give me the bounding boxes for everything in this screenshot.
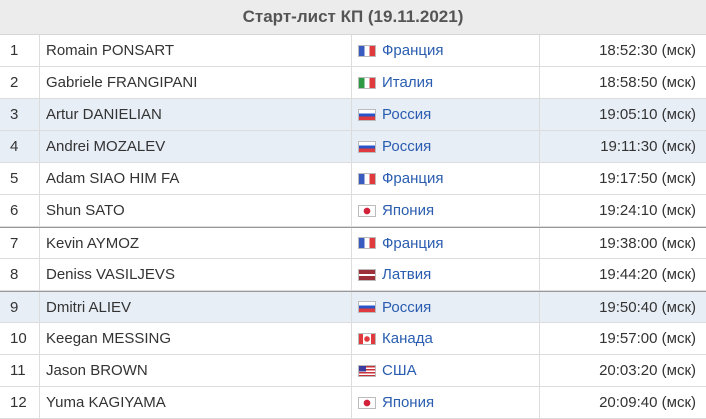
table-title: Старт-лист КП (19.11.2021) (0, 0, 706, 35)
skater-name: Romain PONSART (40, 35, 352, 66)
skater-name: Kevin AYMOZ (40, 228, 352, 258)
country-link[interactable]: США (382, 362, 417, 379)
country-link[interactable]: Латвия (382, 266, 432, 283)
start-number: 6 (0, 195, 40, 226)
table-row: 11 Jason BROWN США 20:03:20 (мск) (0, 355, 706, 387)
table-row: 10 Keegan MESSING Канада 19:57:00 (мск) (0, 323, 706, 355)
country-flag (358, 332, 376, 345)
start-number: 9 (0, 292, 40, 322)
start-number: 12 (0, 387, 40, 418)
country-flag (358, 237, 376, 249)
skater-name: Deniss VASILJEVS (40, 259, 352, 290)
country-link[interactable]: Россия (382, 138, 432, 155)
start-time: 20:09:40 (мск) (599, 394, 696, 411)
table-row: 1 Romain PONSART Франция 18:52:30 (мск) (0, 35, 706, 67)
country-flag (358, 268, 376, 281)
table-row: 7 Kevin AYMOZ Франция 19:38:00 (мск) (0, 227, 706, 259)
skater-name: Shun SATO (40, 195, 352, 226)
country-cell: Франция (352, 163, 540, 194)
start-time: 19:11:30 (мск) (600, 138, 696, 155)
country-flag (358, 44, 376, 57)
country-link[interactable]: Япония (382, 394, 435, 411)
table-row: 8 Deniss VASILJEVS Латвия 19:44:20 (мск) (0, 259, 706, 291)
country-link[interactable]: Япония (382, 202, 435, 219)
country-cell: Россия (352, 99, 540, 130)
country-cell: США (352, 355, 540, 386)
start-number: 4 (0, 131, 40, 162)
skater-name: Keegan MESSING (40, 323, 352, 354)
country-link[interactable]: Италия (382, 74, 434, 91)
start-number: 8 (0, 259, 40, 290)
country-cell: Канада (352, 323, 540, 354)
start-time: 20:03:20 (мск) (599, 362, 696, 379)
start-number: 2 (0, 67, 40, 98)
start-number: 3 (0, 99, 40, 130)
country-cell: Япония (352, 195, 540, 226)
table-row: 9 Dmitri ALIEV Россия 19:50:40 (мск) (0, 291, 706, 323)
start-time: 19:17:50 (мск) (599, 170, 696, 187)
skater-name: Andrei MOZALEV (40, 131, 352, 162)
country-link[interactable]: Франция (382, 234, 444, 252)
start-time: 19:57:00 (мск) (599, 330, 696, 347)
skater-name: Gabriele FRANGIPANI (40, 67, 352, 98)
start-time: 19:05:10 (мск) (599, 106, 696, 123)
table-row: 4 Andrei MOZALEV Россия 19:11:30 (мск) (0, 131, 706, 163)
country-flag (358, 204, 376, 217)
country-cell: Россия (352, 131, 540, 162)
skater-name: Artur DANIELIAN (40, 99, 352, 130)
start-number: 5 (0, 163, 40, 194)
country-cell: Россия (352, 292, 540, 322)
skater-name: Jason BROWN (40, 355, 352, 386)
table-row: 6 Shun SATO Япония 19:24:10 (мск) (0, 195, 706, 227)
table-row: 5 Adam SIAO HIM FA Франция 19:17:50 (мск) (0, 163, 706, 195)
start-time: 19:38:00 (мск) (599, 235, 696, 252)
country-cell: Япония (352, 387, 540, 418)
start-number: 11 (0, 355, 40, 386)
country-link[interactable]: Франция (382, 42, 444, 59)
table-row: 12 Yuma KAGIYAMA Япония 20:09:40 (мск) (0, 387, 706, 419)
skater-name: Yuma KAGIYAMA (40, 387, 352, 418)
start-number: 10 (0, 323, 40, 354)
skater-name: Dmitri ALIEV (40, 292, 352, 322)
country-link[interactable]: Россия (382, 106, 432, 123)
country-cell: Франция (352, 35, 540, 66)
table-body: 1 Romain PONSART Франция 18:52:30 (мск) 2 Gab… (0, 35, 706, 419)
start-number: 1 (0, 35, 40, 66)
country-flag (358, 108, 376, 121)
start-number: 7 (0, 228, 40, 258)
country-flag (358, 396, 376, 409)
start-time: 18:58:50 (мск) (599, 74, 696, 91)
country-flag (358, 172, 376, 185)
start-time: 19:24:10 (мск) (599, 202, 696, 219)
country-cell: Италия (352, 67, 540, 98)
country-flag (358, 364, 376, 377)
start-time: 19:50:40 (мск) (599, 299, 696, 316)
country-flag (358, 140, 376, 153)
country-link[interactable]: Канада (382, 330, 433, 347)
table-row: 2 Gabriele FRANGIPANI Италия 18:58:50 (мск) (0, 67, 706, 99)
country-link[interactable]: Франция (382, 170, 444, 187)
table-row: 3 Artur DANIELIAN Россия 19:05:10 (мск) (0, 99, 706, 131)
country-flag (358, 76, 376, 89)
start-time: 18:52:30 (мск) (599, 42, 696, 59)
country-cell: Франция (352, 228, 540, 258)
country-flag (358, 301, 376, 313)
country-link[interactable]: Россия (382, 298, 432, 316)
skater-name: Adam SIAO HIM FA (40, 163, 352, 194)
country-cell: Латвия (352, 259, 540, 290)
start-time: 19:44:20 (мск) (599, 266, 696, 283)
